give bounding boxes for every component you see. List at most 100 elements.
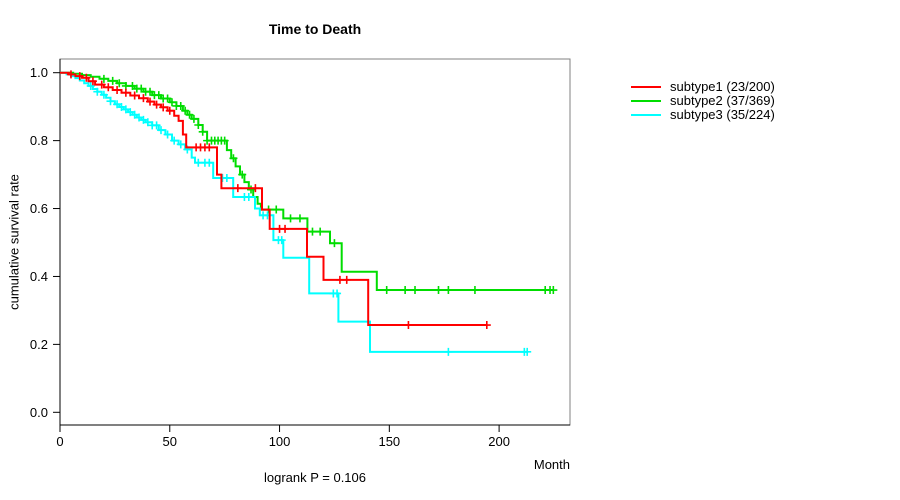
censor-mark-subtype1: [251, 184, 260, 193]
legend-line-subtype1-swatch: [631, 86, 661, 88]
censor-mark-subtype1: [404, 321, 413, 330]
censor-mark-subtype2: [330, 239, 339, 248]
y-tick-label: 0.6: [30, 201, 48, 216]
censor-mark-subtype1: [75, 72, 84, 81]
censor-mark-subtype3: [135, 113, 144, 122]
censor-mark-subtype2: [198, 127, 207, 136]
censor-mark-subtype2: [154, 91, 163, 100]
censor-mark-subtype1: [130, 91, 139, 100]
censor-mark-subtype1: [342, 275, 351, 284]
censor-mark-subtype2: [128, 81, 137, 90]
censor-mark-subtype2: [286, 214, 295, 223]
censor-mark-subtype2: [146, 87, 155, 96]
censor-mark-subtype1: [88, 77, 97, 86]
x-tick-label: 100: [269, 434, 291, 449]
censor-mark-subtype3: [152, 121, 161, 130]
x-tick-label: 200: [488, 434, 510, 449]
censor-mark-subtype2: [181, 106, 190, 115]
censor-mark-subtype2: [444, 286, 453, 295]
censor-mark-subtype2: [185, 110, 194, 119]
censor-mark-subtype2: [470, 286, 479, 295]
censor-mark-subtype1: [152, 100, 161, 109]
censor-mark-subtype2: [549, 286, 558, 295]
censor-mark-subtype3: [444, 347, 453, 356]
censor-mark-subtype3: [117, 103, 126, 111]
censor-mark-subtype1: [139, 94, 148, 103]
y-axis-label: cumulative survival rate: [6, 174, 22, 310]
censor-mark-subtype2: [434, 286, 443, 295]
censor-mark-subtype1: [165, 106, 174, 115]
y-tick-label: 0.4: [30, 269, 48, 284]
legend-line-subtype3-swatch: [631, 114, 661, 116]
legend-label-subtype3: subtype3 (35/224): [670, 107, 775, 122]
x-tick-label: 150: [378, 434, 400, 449]
censor-mark-subtype2: [411, 286, 420, 295]
censor-mark-subtype2: [308, 227, 317, 236]
legend-label-subtype1: subtype1 (23/200): [670, 79, 775, 94]
censor-mark-subtype1: [121, 88, 130, 97]
censor-mark-subtype2: [382, 286, 391, 295]
censor-mark-subtype3: [176, 140, 185, 149]
censor-mark-subtype1: [104, 83, 113, 92]
censor-mark-subtype2: [108, 76, 117, 85]
censor-mark-subtype2: [247, 185, 256, 194]
censor-mark-subtype3: [205, 158, 214, 167]
censor-mark-subtype1: [97, 80, 106, 89]
legend-label-subtype2: subtype2 (37/369): [670, 93, 775, 108]
censor-mark-subtype1: [146, 97, 155, 106]
censor-mark-subtype3: [156, 126, 165, 135]
censor-mark-subtype3: [99, 90, 108, 99]
y-tick-label: 0.2: [30, 337, 48, 352]
censor-mark-subtype3: [170, 136, 179, 145]
censor-mark-subtype3: [130, 110, 139, 119]
censor-mark-subtype2: [194, 120, 203, 129]
legend: subtype1 (23/200) subtype2 (37/369) subt…: [631, 80, 775, 122]
censor-mark-subtype3: [523, 347, 532, 356]
censor-mark-subtype1: [82, 73, 91, 82]
censor-mark-subtype1: [233, 184, 242, 193]
censor-mark-subtype1: [113, 86, 122, 95]
censor-mark-subtype1: [281, 224, 290, 233]
censor-mark-subtype2: [137, 84, 146, 93]
censor-mark-subtype2: [316, 227, 325, 236]
censor-mark-subtype3: [126, 108, 135, 117]
x-axis-label: Month: [533, 457, 570, 472]
survival-curve-subtype1: [60, 71, 487, 326]
censor-mark-subtype2: [99, 74, 108, 83]
y-tick-label: 0.0: [30, 405, 48, 420]
chart-title: Time to Death: [268, 21, 362, 37]
censor-mark-subtype1: [66, 70, 75, 79]
x-tick-label: 50: [163, 434, 177, 449]
censor-mark-subtype2: [238, 170, 247, 179]
censor-mark-subtype2: [229, 154, 238, 163]
censor-mark-subtype3: [333, 289, 342, 298]
censor-mark-subtype2: [220, 136, 229, 145]
y-tick-label: 1.0: [30, 65, 48, 80]
censor-mark-subtype1: [159, 103, 168, 112]
censor-mark-subtype1: [205, 143, 214, 152]
censor-mark-subtype3: [93, 87, 102, 96]
censor-mark-subtype3: [106, 97, 115, 106]
censor-mark-subtype2: [401, 286, 410, 295]
censor-mark-subtype2: [167, 98, 176, 107]
censor-mark-subtype3: [86, 81, 95, 90]
x-tick-label: 0: [56, 434, 63, 449]
legend-item-subtype1: subtype1 (23/200): [631, 80, 775, 94]
censor-mark-subtype3: [244, 192, 253, 201]
censor-mark-subtype3: [113, 100, 122, 109]
censor-mark-subtype2: [163, 94, 172, 103]
censor-mark-subtype2: [115, 79, 124, 88]
logrank-annotation: logrank P = 0.106: [263, 470, 367, 485]
censor-mark-subtype3: [139, 115, 148, 124]
y-tick-label: 0.8: [30, 133, 48, 148]
legend-item-subtype3: subtype3 (35/224): [631, 108, 775, 122]
censor-mark-subtype1: [335, 275, 344, 284]
censor-mark-subtype3: [121, 105, 130, 114]
censor-mark-subtype3: [163, 130, 172, 139]
legend-line-subtype2-swatch: [631, 100, 661, 102]
censor-mark-subtype2: [176, 101, 185, 110]
legend-item-subtype2: subtype2 (37/369): [631, 94, 775, 108]
censor-mark-subtype3: [277, 236, 286, 245]
